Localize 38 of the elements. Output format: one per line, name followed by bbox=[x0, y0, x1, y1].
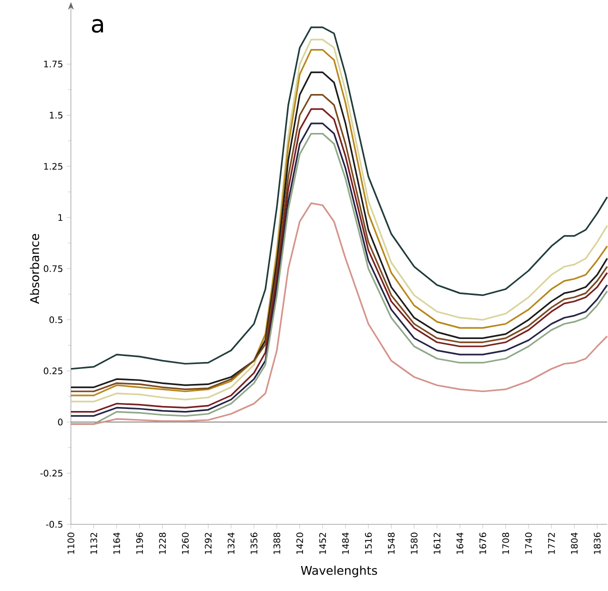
line-series bbox=[70, 202, 608, 425]
x-tick-label: 1228 bbox=[159, 532, 166, 554]
x-tick-label: 1292 bbox=[204, 532, 212, 554]
x-tick-label: 1772 bbox=[548, 532, 555, 554]
x-tick-label: 1164 bbox=[113, 532, 120, 554]
x-tick-label: 1196 bbox=[136, 532, 143, 554]
x-tick-label: 1548 bbox=[388, 532, 395, 554]
x-tick-label: 1324 bbox=[228, 532, 234, 554]
x-tick-label: 1612 bbox=[434, 532, 440, 554]
y-tick-label: 0.25 bbox=[44, 367, 62, 374]
y-axis-title: Absorbance bbox=[30, 234, 40, 304]
x-tick-label: 1676 bbox=[479, 532, 486, 554]
y-tick-label: -0.5 bbox=[46, 520, 62, 528]
y-tick-label: 1 bbox=[58, 214, 62, 221]
x-tick-label: 1740 bbox=[525, 532, 532, 554]
y-tick-label: 0 bbox=[58, 418, 63, 426]
x-tick-label: 1516 bbox=[364, 532, 372, 554]
x-tick-label: 1356 bbox=[250, 532, 258, 554]
x-tick-label: 1644 bbox=[456, 532, 464, 554]
y-tick-label: 1.5 bbox=[50, 112, 62, 118]
x-tick-label: 1804 bbox=[570, 532, 578, 554]
x-tick-label: 1100 bbox=[68, 532, 74, 554]
x-tick-label: 1484 bbox=[342, 532, 349, 554]
x-tick-label: 1260 bbox=[182, 532, 189, 554]
x-tick-label: 1708 bbox=[502, 532, 510, 554]
y-tick-label: 0.5 bbox=[50, 316, 62, 324]
chart-title: a bbox=[92, 18, 103, 33]
x-tick-label: 1132 bbox=[90, 532, 98, 554]
x-tick-label: 1836 bbox=[594, 532, 601, 554]
y-tick-label: 1.25 bbox=[44, 162, 62, 170]
x-axis-title: Wavelenghts bbox=[300, 566, 378, 578]
y-tick-label: 1.75 bbox=[44, 60, 62, 68]
x-tick-label: 1452 bbox=[319, 532, 326, 554]
x-tick-label: 1420 bbox=[296, 532, 304, 554]
x-tick-label: 1388 bbox=[273, 532, 280, 554]
x-tick-label: 1580 bbox=[410, 532, 418, 554]
y-tick-label: 0.75 bbox=[44, 265, 62, 272]
y-tick-label: -0.25 bbox=[40, 470, 62, 476]
